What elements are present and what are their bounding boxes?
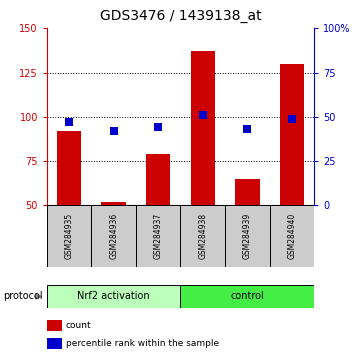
Text: GSM284935: GSM284935 [65, 213, 74, 259]
Point [111, 128, 117, 134]
Bar [47, 338, 62, 349]
Bar [270, 205, 314, 267]
Text: control: control [230, 291, 264, 302]
Bar [57, 131, 82, 205]
Text: count: count [66, 321, 91, 330]
Bar [225, 205, 270, 267]
Bar [279, 64, 304, 205]
Bar [146, 154, 170, 205]
Bar [180, 285, 314, 308]
Bar [136, 205, 180, 267]
Point [200, 112, 206, 118]
Bar [91, 205, 136, 267]
Text: protocol: protocol [4, 291, 43, 302]
Bar [180, 205, 225, 267]
Text: Nrf2 activation: Nrf2 activation [77, 291, 150, 302]
Point [155, 125, 161, 130]
Text: GSM284936: GSM284936 [109, 213, 118, 259]
Text: GSM284939: GSM284939 [243, 213, 252, 259]
Text: GSM284937: GSM284937 [154, 213, 163, 259]
Text: percentile rank within the sample: percentile rank within the sample [66, 339, 219, 348]
Bar [47, 205, 91, 267]
Point [66, 119, 72, 125]
Point [289, 116, 295, 121]
Bar [235, 179, 260, 205]
Bar [101, 202, 126, 205]
Point [244, 126, 250, 132]
Text: GDS3476 / 1439138_at: GDS3476 / 1439138_at [100, 9, 261, 23]
Text: GSM284938: GSM284938 [198, 213, 207, 259]
Bar [191, 51, 215, 205]
Bar [47, 320, 62, 331]
Text: GSM284940: GSM284940 [287, 213, 296, 259]
Bar [47, 285, 180, 308]
